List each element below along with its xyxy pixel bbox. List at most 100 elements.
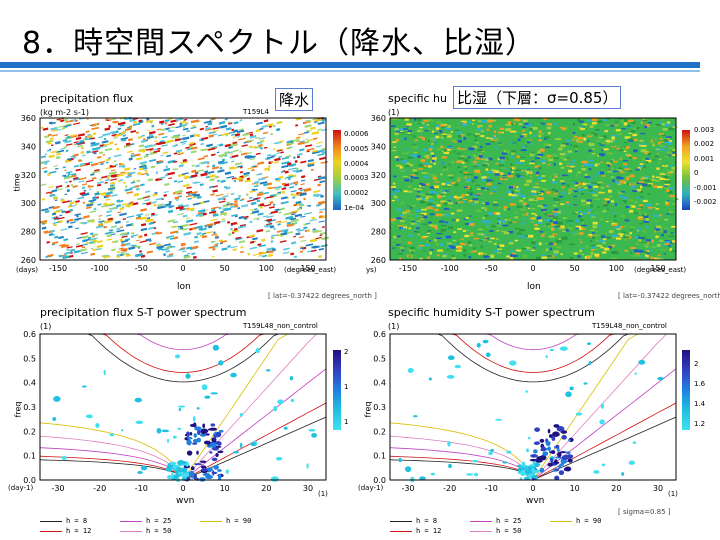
field-cell	[528, 207, 531, 209]
field-cell	[444, 190, 449, 192]
field-cell	[185, 146, 190, 149]
spectrum-blob	[551, 435, 556, 441]
field-cell	[455, 202, 458, 205]
field-cell	[144, 169, 148, 173]
field-cell	[57, 216, 65, 220]
field-cell	[459, 198, 463, 200]
title-rule	[0, 62, 700, 68]
field-cell	[474, 195, 478, 198]
field-cell	[213, 231, 216, 234]
field-cell	[212, 247, 216, 251]
field-cell	[83, 222, 88, 225]
field-cell	[391, 141, 397, 143]
field-cell	[276, 152, 281, 155]
field-cell	[118, 247, 125, 250]
spectrum-blob	[575, 412, 583, 416]
spectrum-blob	[169, 461, 177, 466]
field-cell	[55, 187, 59, 190]
field-cell	[669, 140, 672, 143]
field-cell	[497, 218, 500, 220]
x-tick-label: -10	[135, 484, 148, 493]
field-cell	[496, 230, 499, 232]
field-cell	[220, 124, 228, 129]
field-cell	[116, 250, 121, 254]
field-cell	[538, 139, 542, 142]
field-cell	[482, 164, 488, 167]
field-cell	[156, 161, 164, 165]
field-cell	[422, 137, 426, 141]
spectrum-blob	[192, 442, 198, 445]
field-cell	[546, 154, 552, 158]
field-cell	[279, 140, 284, 143]
spectrum-blob	[558, 470, 565, 476]
spectrum-blob	[239, 442, 243, 449]
field-cell	[477, 233, 484, 236]
field-cell	[618, 177, 624, 180]
field-cell	[258, 144, 263, 147]
field-cell	[578, 120, 584, 123]
field-cell	[72, 185, 78, 188]
field-cell	[477, 128, 482, 131]
field-cell	[420, 218, 424, 220]
field-cell	[562, 174, 566, 177]
field-cell	[407, 132, 411, 135]
field-cell	[195, 164, 200, 168]
field-cell	[220, 240, 228, 244]
field-cell	[611, 222, 617, 225]
field-cell	[492, 171, 496, 173]
field-cell	[543, 205, 547, 208]
field-cell	[559, 156, 565, 160]
field-cell	[527, 138, 532, 142]
field-cell	[657, 257, 664, 261]
spectrum-blob	[554, 459, 558, 465]
field-cell	[562, 142, 566, 145]
field-cell	[204, 170, 209, 174]
field-cell	[104, 181, 108, 184]
field-cell	[148, 133, 154, 137]
field-cell	[288, 167, 297, 171]
field-cell	[286, 231, 293, 235]
spectrum-blob	[526, 448, 529, 453]
field-cell	[249, 220, 253, 224]
field-cell	[122, 218, 127, 221]
field-cell	[178, 248, 186, 251]
field-cell	[538, 130, 542, 134]
field-cell	[635, 168, 640, 171]
field-cell	[449, 184, 453, 187]
field-cell	[49, 192, 53, 195]
field-cell	[175, 205, 184, 210]
field-cell	[496, 224, 502, 227]
field-cell	[75, 227, 80, 230]
field-cell	[654, 227, 657, 229]
field-cell	[103, 219, 112, 224]
field-cell	[288, 163, 297, 167]
field-cell	[241, 198, 245, 201]
field-cell	[55, 128, 62, 132]
field-cell	[256, 121, 263, 125]
field-cell	[106, 238, 113, 241]
field-cell	[430, 207, 434, 210]
field-cell	[434, 179, 438, 182]
field-cell	[259, 206, 263, 209]
field-cell	[303, 197, 306, 201]
field-cell	[578, 126, 582, 129]
field-cell	[496, 223, 502, 226]
field-cell	[433, 224, 438, 227]
field-cell	[482, 239, 488, 241]
field-cell	[145, 213, 150, 216]
field-cell	[73, 164, 79, 168]
spectrum-blob	[140, 465, 148, 471]
field-cell	[153, 227, 157, 230]
field-cell	[47, 253, 54, 258]
field-cell	[430, 152, 435, 155]
field-cell	[541, 206, 545, 209]
field-cell	[521, 133, 525, 136]
spectrum-blob	[177, 405, 186, 408]
field-cell	[158, 176, 166, 180]
field-cell	[187, 252, 191, 255]
field-cell	[648, 206, 654, 209]
field-cell	[79, 163, 84, 166]
field-cell	[591, 121, 597, 125]
field-cell	[584, 176, 591, 179]
spectrum-blob	[472, 459, 479, 463]
